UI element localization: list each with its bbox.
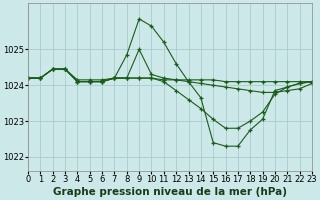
X-axis label: Graphe pression niveau de la mer (hPa): Graphe pression niveau de la mer (hPa) [53,187,287,197]
